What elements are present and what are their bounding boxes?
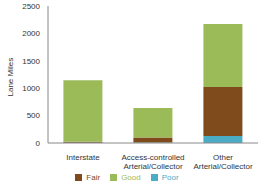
svg-text:2500: 2500: [22, 2, 40, 11]
svg-text:500: 500: [27, 111, 41, 120]
svg-text:Lane Miles: Lane Miles: [8, 58, 15, 97]
svg-text:OtherArterial/Collector: OtherArterial/Collector: [193, 153, 252, 171]
svg-text:0: 0: [36, 139, 41, 148]
html-text:Poor: Poor: [161, 173, 179, 182]
html-text:Good: Good: [121, 173, 141, 182]
svg-text:1000: 1000: [22, 84, 40, 93]
svg-text:1500: 1500: [22, 57, 40, 66]
html-text:Fair: Fair: [86, 173, 101, 182]
svg-text:Access-controlledArterial/Coll: Access-controlledArterial/Collector: [121, 153, 184, 171]
svg-text:Interstate: Interstate: [66, 153, 100, 162]
svg-text:2000: 2000: [22, 29, 40, 38]
